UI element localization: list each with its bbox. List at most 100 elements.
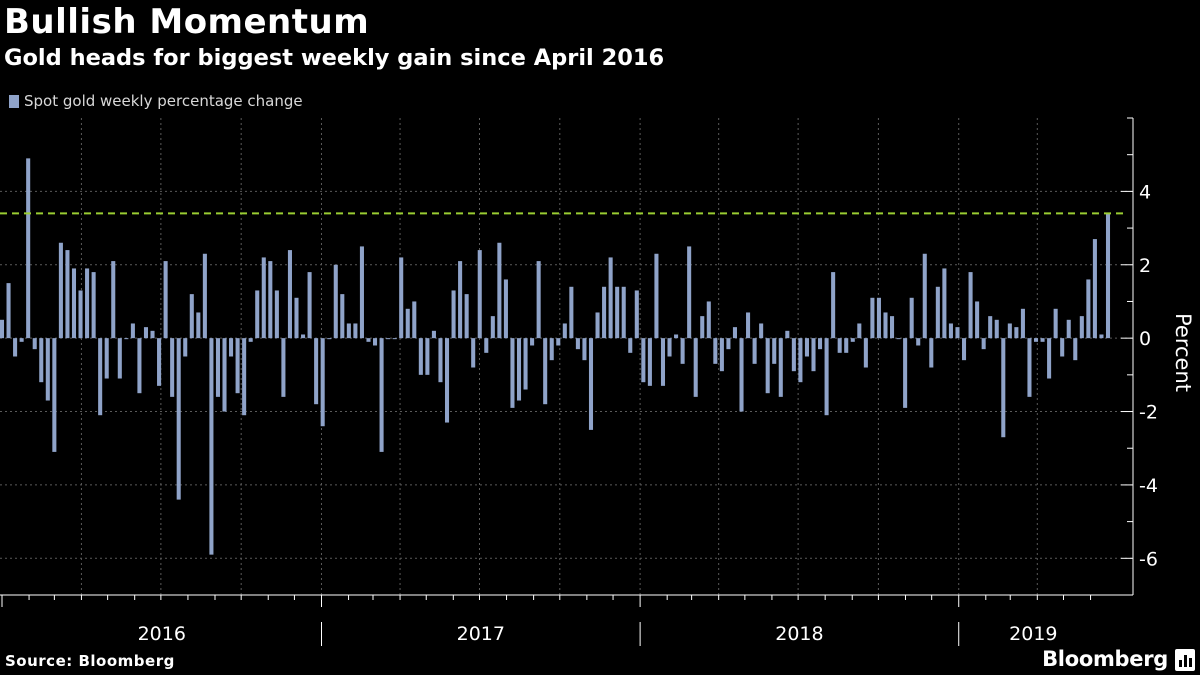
- bar: [1027, 338, 1032, 397]
- bar: [52, 338, 57, 452]
- bar: [353, 323, 358, 339]
- bar: [811, 338, 816, 372]
- bar: [373, 338, 378, 346]
- bar: [1033, 338, 1039, 342]
- bar: [863, 338, 868, 368]
- bar: [124, 338, 129, 340]
- bar: [844, 338, 849, 353]
- bar: [909, 297, 914, 339]
- x-year-label: 2016: [138, 623, 186, 645]
- bar: [209, 338, 214, 555]
- bar: [824, 338, 829, 416]
- bar: [857, 323, 862, 339]
- bar: [595, 312, 600, 339]
- bar: [1047, 338, 1052, 379]
- bar: [503, 279, 508, 339]
- bar: [588, 338, 594, 430]
- bar: [955, 327, 960, 339]
- bar: [392, 338, 397, 340]
- bar: [150, 330, 155, 339]
- bar: [890, 316, 895, 339]
- bar: [268, 261, 273, 339]
- bar: [117, 338, 122, 379]
- y-axis-ticks: -6 -4 -2 0 2 4 Percent: [1121, 117, 1195, 570]
- bar: [739, 338, 744, 412]
- bar: [458, 261, 463, 339]
- bar: [399, 257, 404, 339]
- y-tick-label: 2: [1139, 255, 1151, 277]
- bar: [883, 312, 888, 339]
- bar: [641, 338, 646, 383]
- bar: [451, 290, 456, 339]
- bar: [261, 257, 266, 339]
- chart-bars: [0, 158, 1111, 555]
- bar: [157, 338, 162, 386]
- bar: [255, 290, 260, 339]
- bar: [6, 283, 11, 339]
- bar: [71, 268, 77, 339]
- bar: [327, 338, 332, 340]
- bar: [1020, 308, 1025, 339]
- bar: [896, 338, 901, 340]
- bar: [680, 338, 685, 364]
- bar: [608, 257, 613, 339]
- bar: [746, 312, 751, 339]
- bar: [804, 338, 809, 357]
- bar: [0, 319, 5, 339]
- bar: [242, 338, 247, 416]
- bar: [85, 268, 90, 339]
- bar: [876, 297, 881, 339]
- bar: [615, 286, 620, 339]
- bar: [176, 338, 181, 500]
- bar: [1040, 338, 1045, 342]
- bar: [431, 330, 436, 339]
- bar: [484, 338, 489, 353]
- bar: [687, 246, 692, 339]
- bar: [916, 338, 921, 346]
- bar: [510, 338, 515, 408]
- bar: [281, 338, 286, 397]
- bar: [994, 319, 999, 339]
- bar: [752, 338, 757, 364]
- legend-label: Spot gold weekly percentage change: [24, 92, 303, 110]
- bar: [929, 338, 934, 368]
- bar: [870, 297, 875, 339]
- bar: [170, 338, 175, 397]
- x-year-label: 2019: [1009, 623, 1057, 645]
- bar: [248, 338, 253, 342]
- bar: [1014, 327, 1019, 339]
- bar: [706, 301, 711, 339]
- bar: [497, 242, 502, 339]
- bar: [379, 338, 384, 452]
- y-axis-title: Percent: [1171, 313, 1195, 392]
- bar: [235, 338, 240, 394]
- y-tick-label: 0: [1139, 328, 1151, 350]
- bar: [320, 338, 325, 427]
- bar: [58, 242, 63, 339]
- bar: [65, 250, 70, 339]
- bar: [438, 338, 443, 383]
- bar: [366, 338, 371, 342]
- bar: [988, 316, 993, 339]
- bar: [516, 338, 522, 401]
- bar: [386, 338, 391, 340]
- brand-logo-text: Bloomberg: [1042, 647, 1168, 671]
- bar: [903, 338, 908, 408]
- bar: [104, 338, 109, 379]
- bar: [628, 338, 633, 353]
- bar: [621, 286, 626, 339]
- bar: [13, 338, 18, 357]
- bar: [562, 323, 567, 339]
- y-tick-label: -4: [1139, 475, 1158, 497]
- bar: [1099, 334, 1104, 339]
- bar: [91, 272, 96, 339]
- x-year-label: 2017: [457, 623, 505, 645]
- bar: [143, 327, 149, 339]
- bar: [719, 338, 724, 372]
- bar: [674, 334, 679, 339]
- bar: [981, 338, 986, 350]
- bar: [32, 338, 37, 350]
- bar: [215, 338, 220, 397]
- bar: [229, 338, 234, 357]
- bar: [543, 338, 548, 405]
